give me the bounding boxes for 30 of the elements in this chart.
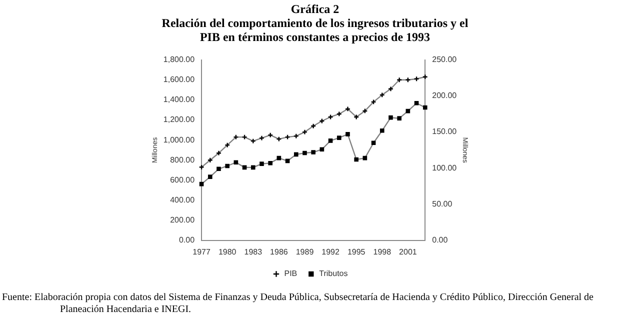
y-tick-label: 1,000.00 [163,135,196,144]
x-tick-label: 1992 [322,247,340,256]
y-tick-label: 400.00 [170,195,196,204]
chart-subtitle: Relación del comportamiento de los ingresos tributarios y el PIB en términos constantes a precios de 1993 [160,16,470,44]
x-tick-label: 2001 [399,247,418,256]
source-note: Fuente: Elaboración propia con datos del Sistema de Finanzas y Deuda Pública, Subsecretaría de Hacienda y Crédito Público, Dirección General de Planeación Hacendaria e INEGI. [2,292,594,316]
y-tick-label: 1,400.00 [163,95,196,104]
y2-tick-label: 200.00 [432,91,458,100]
y2-tick-label: 0.00 [432,236,448,245]
legend-label: PIB [284,269,298,278]
x-tick-label: 1989 [296,247,314,256]
y-tick-label: 1,800.00 [163,55,196,64]
x-tick-label: 1995 [347,247,366,256]
legend-label: Tributos [319,269,348,278]
x-tick-label: 1980 [218,247,237,256]
y-tick-label: 600.00 [170,175,196,184]
y2-tick-label: 50.00 [432,199,453,208]
x-tick-label: 1977 [192,247,211,256]
y2-tick-label: 150.00 [432,127,458,136]
x-tick-label: 1998 [373,247,392,256]
y2-tick-label: 250.00 [432,55,458,64]
y-tick-label: 1,600.00 [163,75,196,84]
y-tick-label: 0.00 [178,236,196,245]
chart-title: Gráfica 2 [290,2,340,17]
x-tick-label: 1986 [270,247,288,256]
y-tick-label: 1,200.00 [163,115,196,124]
x-tick-label: 1983 [244,247,263,256]
y-tick-label: 800.00 [170,155,196,164]
y2-tick-label: 100.00 [432,163,458,172]
y-tick-label: 200.00 [170,216,196,225]
